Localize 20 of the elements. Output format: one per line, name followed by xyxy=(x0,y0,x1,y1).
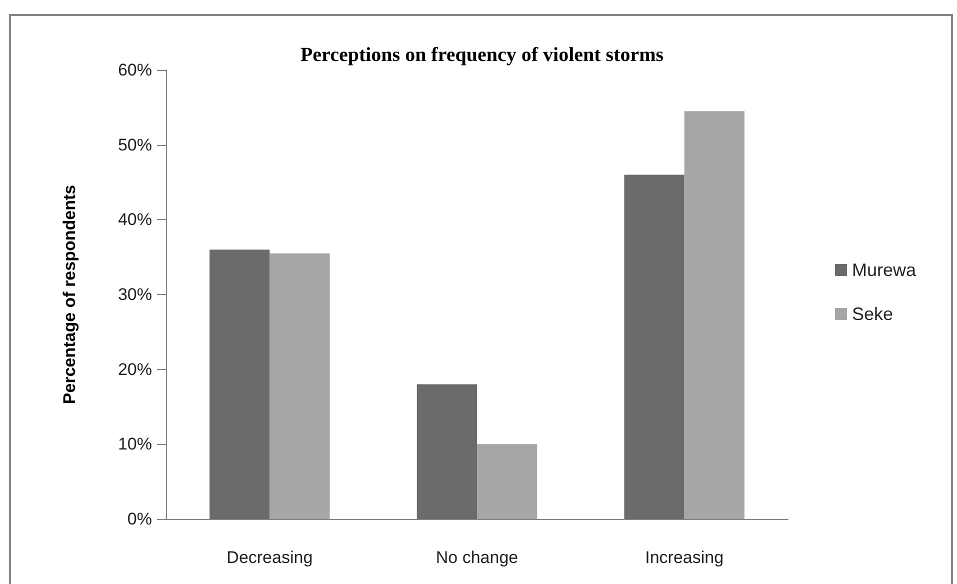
bar xyxy=(416,384,477,519)
y-tick-label: 30% xyxy=(118,285,152,304)
y-tick-label: 50% xyxy=(118,135,152,154)
x-tick-label: No change xyxy=(436,548,518,567)
x-tick-label: Decreasing xyxy=(226,548,313,567)
bar xyxy=(477,444,538,519)
y-tick-label: 10% xyxy=(118,434,152,454)
y-tick-label: 40% xyxy=(118,210,152,230)
bar xyxy=(210,250,270,519)
y-tick-label: 20% xyxy=(118,360,152,379)
y-axis-title: Percentage of respondents xyxy=(60,184,79,404)
legend-label: Seke xyxy=(852,304,894,324)
legend-label: Murewa xyxy=(852,260,917,280)
x-tick-label: Increasing xyxy=(645,548,724,567)
chart-title: Perceptions on frequency of violent storms xyxy=(300,44,664,66)
bar xyxy=(270,253,330,519)
y-tick-label: 0% xyxy=(127,510,152,528)
y-tick-label: 60% xyxy=(118,60,152,80)
bar xyxy=(684,111,744,519)
bar xyxy=(624,174,684,519)
